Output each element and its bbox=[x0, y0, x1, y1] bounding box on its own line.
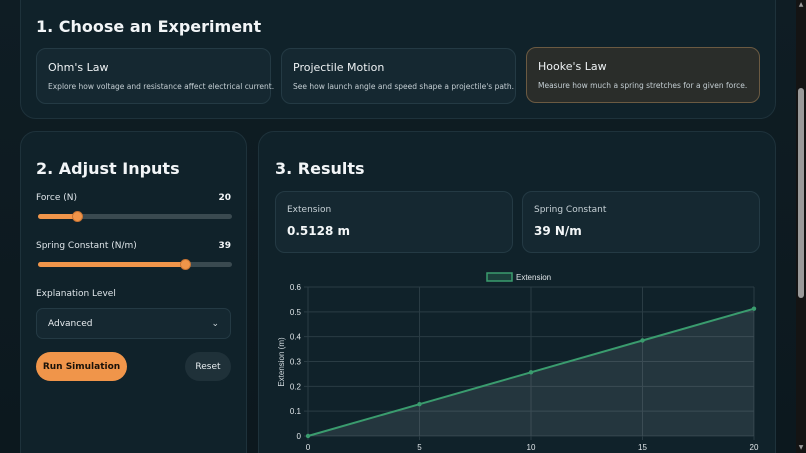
experiment-card-title: Ohm's Law bbox=[48, 61, 109, 74]
x-tick-label: 20 bbox=[750, 443, 759, 452]
reset-button[interactable]: Reset bbox=[185, 352, 231, 381]
scroll-up-icon[interactable]: ▲ bbox=[798, 1, 804, 8]
experiment-card-hookes-law[interactable]: Hooke's Law Measure how much a spring st… bbox=[526, 47, 760, 103]
run-simulation-button[interactable]: Run Simulation bbox=[36, 352, 127, 381]
x-tick-label: 0 bbox=[306, 443, 311, 452]
chart-points bbox=[305, 306, 757, 439]
chart-legend: Extension bbox=[486, 272, 551, 282]
experiment-card-description: See how launch angle and speed shape a p… bbox=[293, 82, 515, 91]
inputs-panel bbox=[20, 131, 247, 453]
experiment-card-description: Measure how much a spring stretches for … bbox=[538, 81, 748, 90]
chart-ticks: 0 0.1 0.2 0.3 0.4 0.5 0.6 0 5 10 15 20 bbox=[290, 283, 759, 452]
results-panel bbox=[258, 131, 776, 453]
experiment-card-title: Projectile Motion bbox=[293, 61, 385, 74]
experiment-card-description: Explore how voltage and resistance affec… bbox=[48, 82, 275, 91]
y-tick-label: 0.1 bbox=[290, 407, 302, 416]
results-heading: 3. Results bbox=[275, 159, 365, 178]
scroll-down-icon[interactable]: ▼ bbox=[798, 444, 804, 451]
x-tick-label: 15 bbox=[638, 443, 647, 452]
explanation-level-select[interactable]: Advanced ⌄ bbox=[36, 308, 231, 339]
extension-chart: 0 0.1 0.2 0.3 0.4 0.5 0.6 0 5 10 15 20 Extension Ex… bbox=[277, 272, 759, 452]
spring-constant-slider-fill bbox=[38, 262, 186, 267]
spring-constant-result-value: 39 N/m bbox=[534, 224, 582, 238]
explanation-level-label: Explanation Level bbox=[36, 289, 116, 299]
force-label: Force (N) bbox=[36, 193, 77, 203]
legend-label: Extension bbox=[516, 273, 551, 282]
y-tick-label: 0.2 bbox=[290, 382, 302, 391]
y-axis-label: Extension (m) bbox=[277, 337, 286, 387]
scrollbar-thumb[interactable] bbox=[798, 88, 804, 298]
experiment-card-projectile-motion[interactable]: Projectile Motion See how launch angle a… bbox=[281, 48, 516, 104]
experiment-card-title: Hooke's Law bbox=[538, 60, 607, 73]
legend-swatch bbox=[486, 272, 513, 282]
force-slider-thumb[interactable] bbox=[71, 211, 83, 222]
extension-point bbox=[640, 338, 645, 343]
chevron-down-icon: ⌄ bbox=[211, 318, 219, 329]
force-slider[interactable] bbox=[38, 211, 232, 222]
spring-constant-slider-thumb[interactable] bbox=[180, 259, 192, 270]
extension-label: Extension bbox=[287, 205, 332, 215]
extension-point bbox=[751, 306, 757, 311]
extension-point bbox=[528, 370, 534, 375]
x-tick-label: 10 bbox=[527, 443, 536, 452]
y-tick-label: 0 bbox=[297, 432, 302, 441]
spring-constant-card: Spring Constant 39 N/m bbox=[522, 191, 760, 253]
chart-grid bbox=[304, 286, 755, 440]
explanation-level-selected: Advanced bbox=[48, 318, 93, 329]
experiment-card-ohms-law[interactable]: Ohm's Law Explore how voltage and resist… bbox=[36, 48, 275, 104]
spring-constant-result-label: Spring Constant bbox=[534, 205, 607, 215]
extension-value: 0.5128 m bbox=[287, 224, 350, 238]
force-slider-fill bbox=[38, 214, 77, 219]
spring-constant-label: Spring Constant (N/m) bbox=[36, 241, 137, 251]
extension-point bbox=[305, 433, 311, 439]
spring-constant-value: 39 bbox=[218, 241, 231, 251]
y-tick-label: 0.5 bbox=[290, 308, 302, 317]
extension-card: Extension 0.5128 m bbox=[275, 191, 513, 253]
force-value: 20 bbox=[218, 193, 231, 203]
spring-constant-slider[interactable] bbox=[38, 259, 232, 270]
extension-point bbox=[417, 401, 422, 407]
y-tick-label: 0.4 bbox=[290, 333, 302, 342]
inputs-heading: 2. Adjust Inputs bbox=[36, 159, 180, 178]
y-tick-label: 0.3 bbox=[290, 358, 302, 367]
y-tick-label: 0.6 bbox=[290, 283, 302, 292]
x-tick-label: 5 bbox=[417, 443, 422, 452]
experiments-heading: 1. Choose an Experiment bbox=[36, 17, 262, 36]
